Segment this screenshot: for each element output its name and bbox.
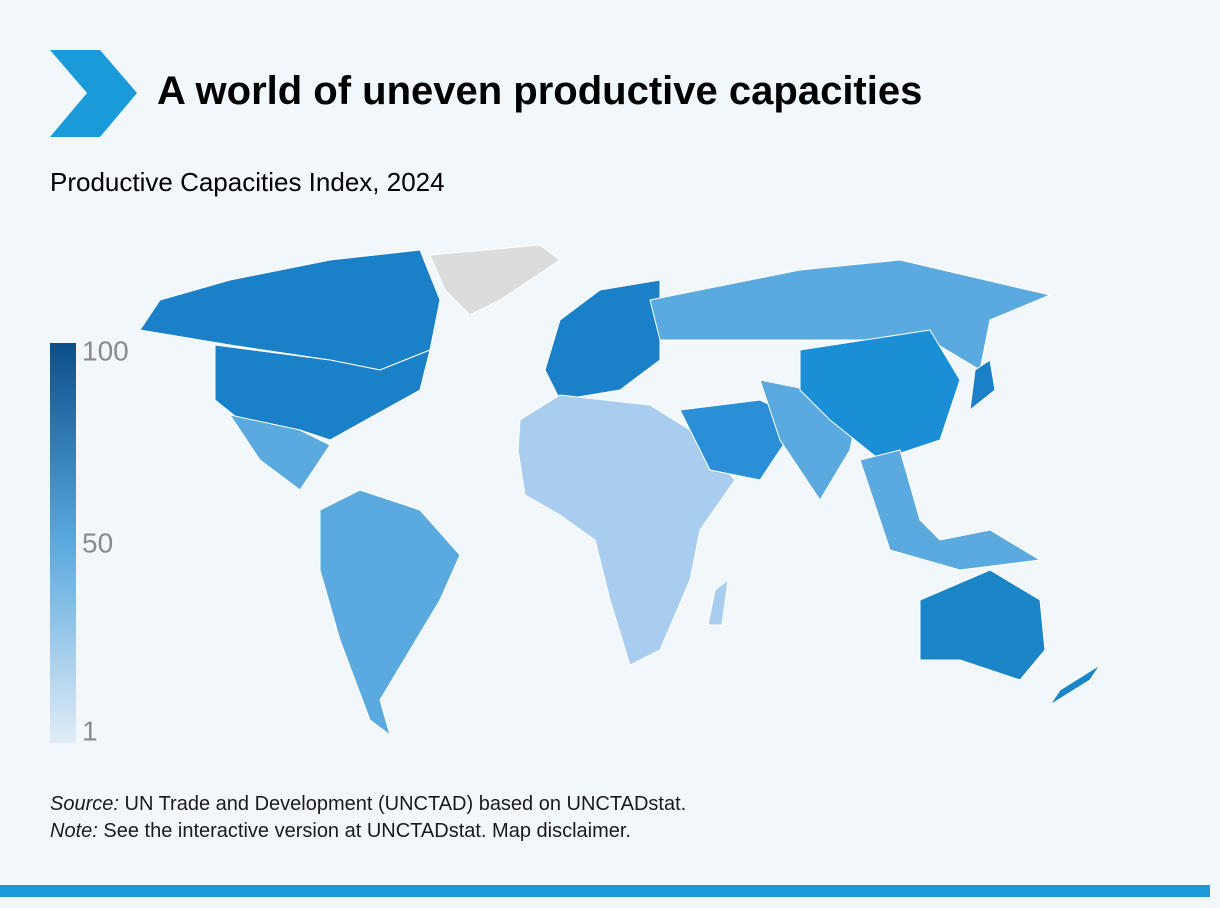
country xyxy=(1049,664,1101,706)
country xyxy=(228,414,331,491)
country xyxy=(969,359,996,412)
country xyxy=(139,249,441,371)
source: Source: UN Trade and Development (UNCTAD… xyxy=(50,793,686,815)
color-scale xyxy=(50,343,76,743)
legend: 100 50 1 xyxy=(50,335,129,746)
country xyxy=(679,399,801,481)
world-map xyxy=(139,244,1101,737)
bottom-bar xyxy=(0,885,1210,897)
note: Note: See the interactive version at UNC… xyxy=(50,820,631,842)
source-label: Source: xyxy=(50,793,119,815)
source-text: UN Trade and Development (UNCTAD) based … xyxy=(125,793,687,815)
country xyxy=(859,449,1042,571)
country xyxy=(544,279,661,401)
country xyxy=(799,329,961,461)
country xyxy=(319,489,461,737)
country xyxy=(707,578,729,626)
country xyxy=(517,394,736,666)
chevron-icon xyxy=(50,50,137,137)
country xyxy=(919,569,1046,681)
title: A world of uneven productive capacities xyxy=(157,69,922,113)
legend-tick-label: 1 xyxy=(82,715,98,746)
legend-tick-label: 50 xyxy=(82,527,113,558)
subtitle: Productive Capacities Index, 2024 xyxy=(50,167,445,197)
legend-tick-label: 100 xyxy=(82,335,129,366)
country xyxy=(214,344,431,441)
note-text: See the interactive version at UNCTADsta… xyxy=(103,820,631,842)
note-label: Note: xyxy=(50,820,98,842)
country xyxy=(429,244,561,316)
